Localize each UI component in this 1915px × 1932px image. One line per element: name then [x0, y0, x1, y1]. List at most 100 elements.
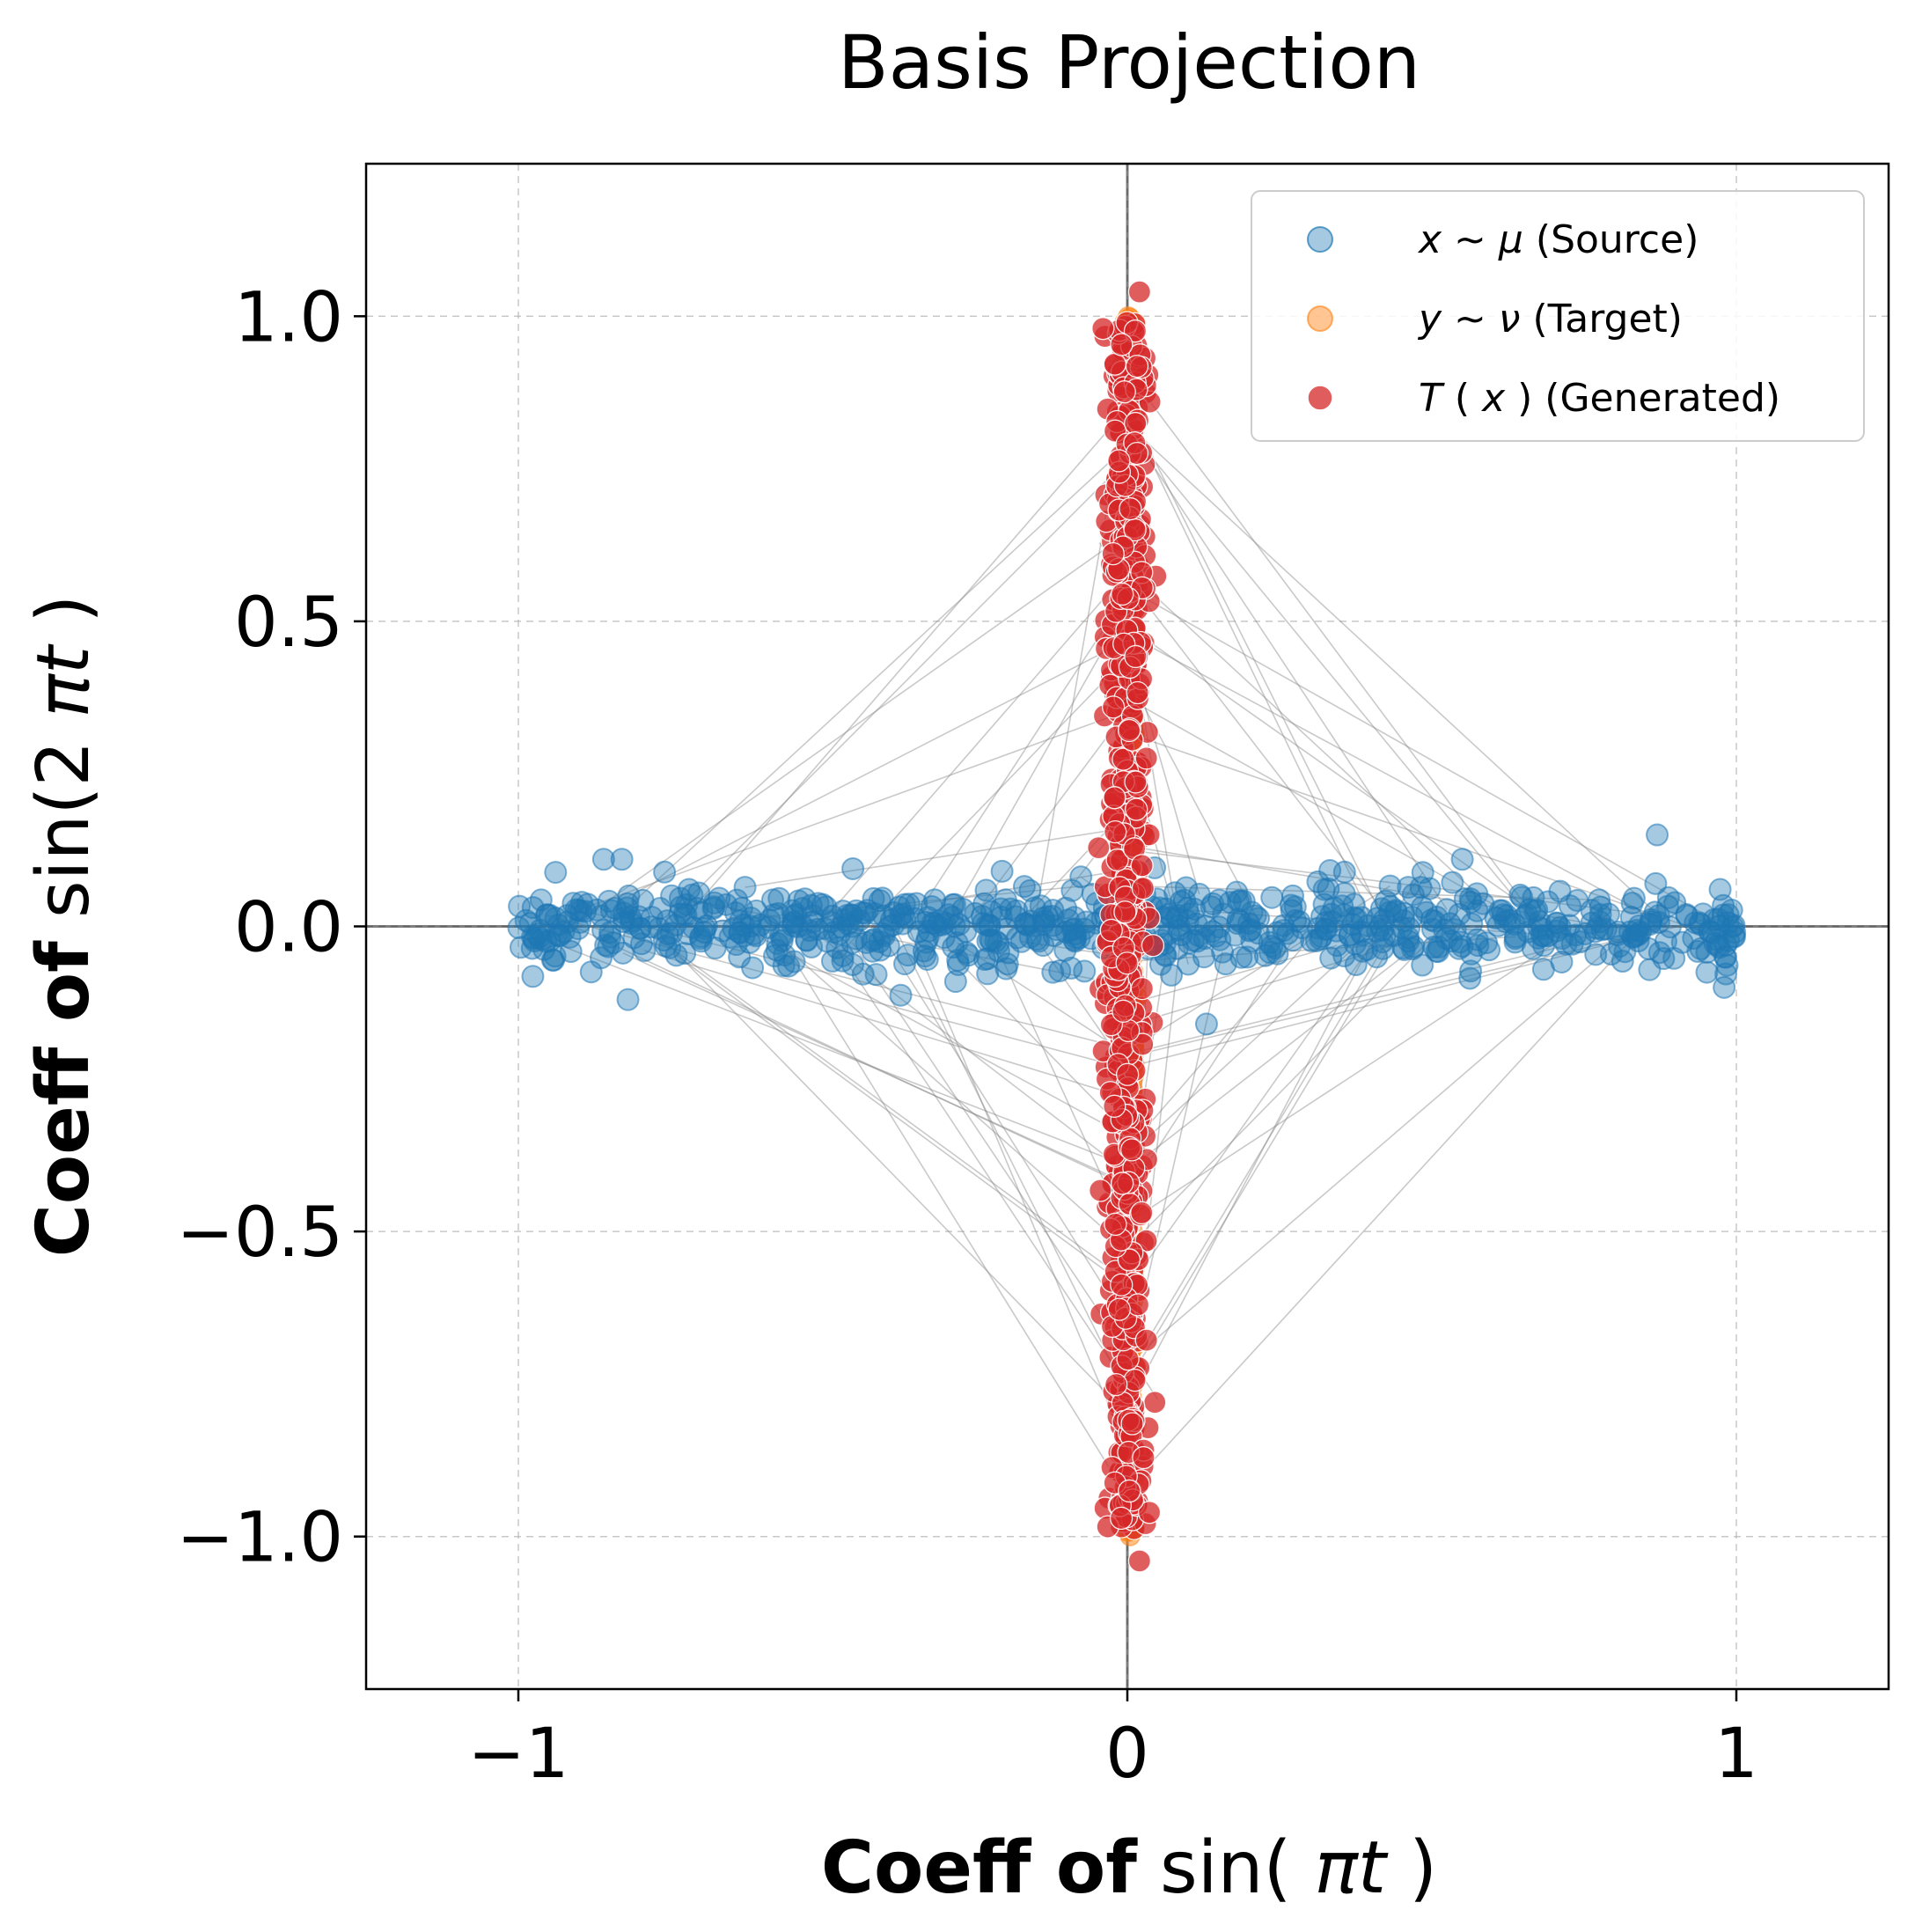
- source-point: [852, 902, 873, 923]
- source-point: [568, 900, 589, 921]
- generated-point: [1112, 748, 1134, 770]
- source-point: [612, 848, 633, 870]
- x-tick-label: 1: [1714, 1715, 1758, 1794]
- source-point: [618, 989, 639, 1010]
- generated-point: [1119, 498, 1141, 520]
- source-point: [1531, 925, 1552, 946]
- legend-source-dist: μ: [1498, 217, 1523, 262]
- generated-point: [1090, 1179, 1112, 1201]
- generated-point: [1092, 318, 1114, 340]
- source-point: [1366, 946, 1387, 967]
- source-point: [1601, 944, 1622, 965]
- source-point: [1042, 962, 1063, 983]
- generated-point: [1108, 450, 1130, 472]
- generated-point: [1121, 1139, 1143, 1161]
- x-axis-label-bold: Coeff of: [821, 1826, 1138, 1910]
- generated-point: [1119, 719, 1141, 741]
- source-point: [545, 862, 566, 883]
- legend-generated-var: T: [1419, 376, 1445, 421]
- source-point: [1261, 887, 1282, 908]
- generated-point: [1131, 1201, 1153, 1223]
- source-point: [554, 922, 575, 943]
- source-point: [842, 932, 863, 953]
- source-point: [1206, 926, 1227, 947]
- chart-title: Basis Projection: [838, 19, 1420, 106]
- source-point: [1710, 879, 1731, 900]
- generated-point: [1117, 1348, 1139, 1370]
- source-point: [1171, 924, 1192, 945]
- legend-generated-close: ): [1517, 376, 1532, 421]
- legend-source-sym: ~: [1454, 217, 1499, 262]
- y-axis-label: Coeff of sin(2 πt ): [22, 595, 106, 1258]
- generated-point: [1135, 1329, 1157, 1351]
- source-point: [1351, 907, 1372, 928]
- source-point: [947, 932, 968, 953]
- source-point: [543, 950, 564, 971]
- source-point: [1411, 877, 1432, 898]
- source-point: [1236, 946, 1258, 967]
- source-point: [768, 888, 789, 909]
- x-tick-label: 0: [1105, 1715, 1149, 1794]
- generated-point: [1111, 334, 1133, 356]
- source-point: [634, 940, 655, 961]
- source-point: [522, 966, 543, 987]
- legend-generated-var2: x: [1480, 376, 1506, 421]
- generated-point: [1114, 901, 1136, 923]
- x-tick-label: −1: [468, 1715, 569, 1794]
- source-point: [654, 862, 675, 883]
- legend-target-var: y: [1417, 297, 1442, 342]
- source-point: [1718, 904, 1739, 925]
- generated-point: [1131, 978, 1153, 1000]
- generated-point: [1104, 353, 1126, 375]
- source-point: [770, 925, 791, 946]
- generated-point: [1125, 413, 1147, 435]
- source-point: [853, 964, 874, 985]
- legend: x ~ μ (Source) y ~ ν (Target): [1251, 191, 1864, 441]
- source-point: [1452, 848, 1473, 870]
- generated-point: [1103, 696, 1125, 718]
- y-axis-label-close: ): [22, 595, 106, 623]
- source-point: [1339, 925, 1361, 946]
- source-point: [1196, 1013, 1217, 1034]
- source-point: [735, 877, 756, 898]
- source-point: [1282, 929, 1303, 951]
- generated-point: [1111, 1274, 1133, 1296]
- source-point: [1044, 925, 1065, 946]
- generated-point: [1125, 771, 1147, 793]
- source-point: [641, 916, 662, 937]
- source-point: [1626, 920, 1647, 941]
- legend-label-source: x ~ μ (Source): [1417, 217, 1699, 262]
- legend-source-text: (Source): [1536, 217, 1699, 262]
- y-tick-label: −0.5: [177, 1194, 343, 1273]
- source-point: [1317, 878, 1339, 900]
- legend-target-sym: ~: [1454, 297, 1499, 342]
- source-point: [1376, 891, 1397, 912]
- source-point: [796, 929, 817, 951]
- generated-point: [1112, 583, 1134, 605]
- source-point: [704, 893, 725, 914]
- source-point: [1316, 919, 1337, 940]
- source-point: [784, 951, 805, 973]
- source-point: [891, 985, 912, 1006]
- source-point: [1664, 892, 1685, 913]
- generated-point: [1112, 1000, 1134, 1022]
- y-tick-label: 0.0: [234, 889, 343, 968]
- source-point: [681, 885, 702, 906]
- generated-point: [1104, 821, 1126, 843]
- legend-marker-target: [1308, 306, 1332, 331]
- generated-point: [1105, 1374, 1127, 1396]
- source-point: [1492, 900, 1513, 922]
- source-point: [1016, 913, 1037, 934]
- generated-point: [1104, 1213, 1126, 1235]
- source-point: [531, 889, 552, 910]
- generated-point: [1104, 1095, 1126, 1117]
- source-point: [1320, 948, 1341, 969]
- y-axis-label-var: πt: [22, 643, 106, 717]
- generated-point: [1128, 281, 1150, 303]
- generated-point: [1116, 952, 1138, 974]
- source-point: [605, 898, 626, 919]
- source-point: [894, 953, 915, 974]
- source-point: [595, 935, 616, 956]
